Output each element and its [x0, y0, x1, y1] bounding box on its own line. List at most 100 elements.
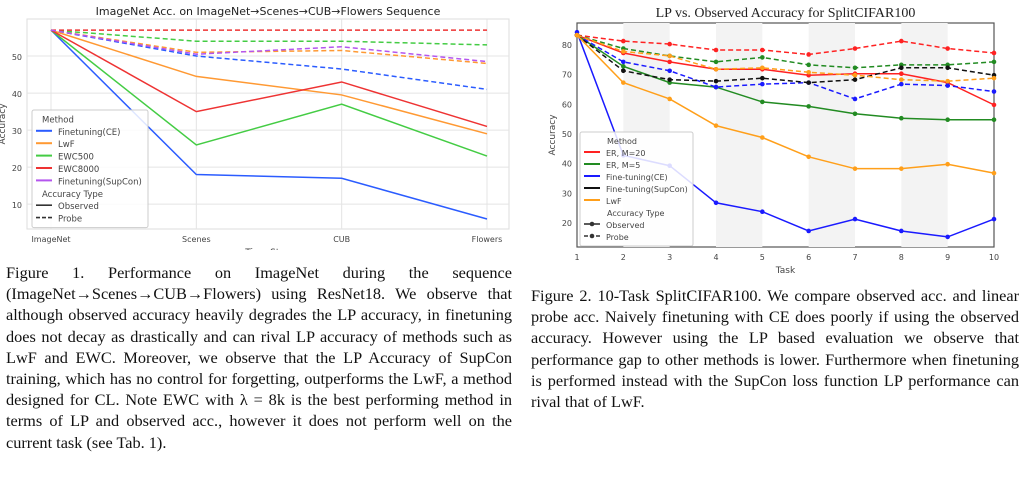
- shaded-band: [901, 23, 948, 247]
- series-line-probe: [576, 34, 995, 69]
- x-tick-label: 4: [713, 253, 718, 262]
- data-point: [760, 75, 765, 81]
- shaded-band: [808, 23, 855, 247]
- data-point: [621, 59, 626, 65]
- data-point: [852, 72, 858, 78]
- x-tick-label: 5: [760, 253, 765, 262]
- y-tick-label: 20: [562, 219, 572, 228]
- x-tick-label: 3: [667, 253, 672, 262]
- data-point: [852, 46, 858, 51]
- y-axis-label: Accuracy: [548, 114, 558, 156]
- legend-title: Method: [607, 137, 637, 146]
- data-point: [713, 123, 719, 128]
- data-point: [991, 216, 997, 222]
- data-point: [945, 78, 950, 84]
- data-point: [760, 65, 765, 71]
- data-point: [852, 111, 858, 117]
- data-point: [760, 55, 765, 60]
- data-point: [991, 59, 997, 65]
- x-tick-label: 9: [945, 253, 950, 262]
- y-tick-label: 60: [562, 100, 572, 109]
- x-tick-label: 1: [574, 253, 579, 262]
- data-point: [899, 81, 904, 87]
- data-point: [760, 135, 765, 140]
- series-line-probe: [50, 29, 488, 63]
- data-point: [899, 166, 904, 171]
- x-tick-label: 10: [989, 253, 999, 262]
- data-point: [806, 52, 811, 57]
- series-line-observed: [50, 29, 488, 128]
- data-point: [852, 166, 858, 171]
- data-point: [713, 59, 719, 65]
- data-point: [852, 96, 858, 102]
- legend-label: Observed: [58, 202, 99, 212]
- data-point: [991, 170, 997, 176]
- legend-subtitle: Accuracy Type: [607, 209, 665, 218]
- data-point: [806, 69, 811, 75]
- data-point: [667, 96, 672, 102]
- series-line-probe: [576, 34, 995, 82]
- data-point: [991, 89, 997, 94]
- data-point: [945, 234, 950, 240]
- series-line-observed: [50, 29, 488, 157]
- data-point: [760, 209, 765, 214]
- legend-label: Probe: [58, 215, 82, 225]
- series-line-probe: [576, 34, 995, 84]
- data-point: [852, 77, 858, 82]
- legend-marker: [589, 221, 595, 227]
- series-line-probe: [50, 29, 488, 46]
- series-line-observed: [50, 29, 488, 135]
- data-point: [899, 71, 904, 77]
- x-tick-label: ImageNet: [31, 235, 70, 244]
- legend-label: Fine-tuning(SupCon): [606, 185, 688, 194]
- chart-title: LP vs. Observed Accuracy for SplitCIFAR1…: [656, 6, 916, 21]
- data-point: [760, 99, 765, 105]
- data-point: [667, 53, 672, 59]
- figure2-chart: 1 2 3 4 5 6 7 8 9 10 20 30 40 50 60 70 80 LP vs. Observed…: [548, 6, 999, 276]
- data-point: [713, 84, 719, 90]
- figure1-chart: ImageNet Scenes CUB Flowers 10 20 30 40 50 ImageN…: [0, 5, 510, 250]
- series-line-observed: [50, 29, 488, 220]
- y-tick-label: 40: [12, 90, 22, 99]
- series-line-observed: [576, 34, 995, 174]
- x-tick-label: Flowers: [472, 235, 503, 244]
- x-tick-label: 7: [852, 253, 857, 262]
- x-axis-label: Task: [775, 266, 796, 276]
- data-point: [621, 68, 626, 74]
- data-point: [852, 65, 858, 71]
- data-point: [760, 81, 765, 87]
- y-tick-label: 30: [562, 189, 572, 198]
- data-point: [760, 47, 765, 53]
- legend-marker: [589, 233, 595, 239]
- legend-subtitle: Accuracy Type: [42, 190, 103, 200]
- data-point: [991, 102, 997, 108]
- data-point: [991, 75, 997, 81]
- legend-label: LwF: [58, 140, 75, 150]
- legend-label: LwF: [606, 197, 622, 206]
- data-point: [899, 77, 904, 82]
- figure1-caption: Figure 1. Performance on ImageNet during…: [6, 263, 512, 452]
- data-point: [667, 68, 672, 74]
- series-line-probe: [576, 34, 995, 100]
- data-point: [945, 117, 950, 123]
- y-tick-label: 40: [562, 160, 572, 169]
- data-point: [899, 115, 904, 121]
- data-point: [991, 117, 997, 123]
- data-point: [899, 228, 904, 234]
- series-line-probe: [50, 29, 488, 91]
- x-tick-label: 2: [621, 253, 626, 262]
- y-tick-label: 20: [12, 164, 22, 173]
- y-tick-label: 70: [562, 71, 572, 80]
- data-point: [806, 104, 811, 109]
- data-point: [667, 41, 672, 47]
- data-point: [713, 66, 719, 72]
- data-point: [667, 77, 672, 82]
- data-point: [713, 78, 719, 84]
- data-point: [621, 64, 626, 69]
- legend-label: EWC8000: [58, 165, 99, 175]
- data-point: [899, 65, 904, 71]
- data-point: [574, 32, 580, 38]
- data-point: [713, 200, 719, 206]
- legend-label: ER, M=5: [606, 161, 640, 170]
- legend-box: [579, 131, 694, 247]
